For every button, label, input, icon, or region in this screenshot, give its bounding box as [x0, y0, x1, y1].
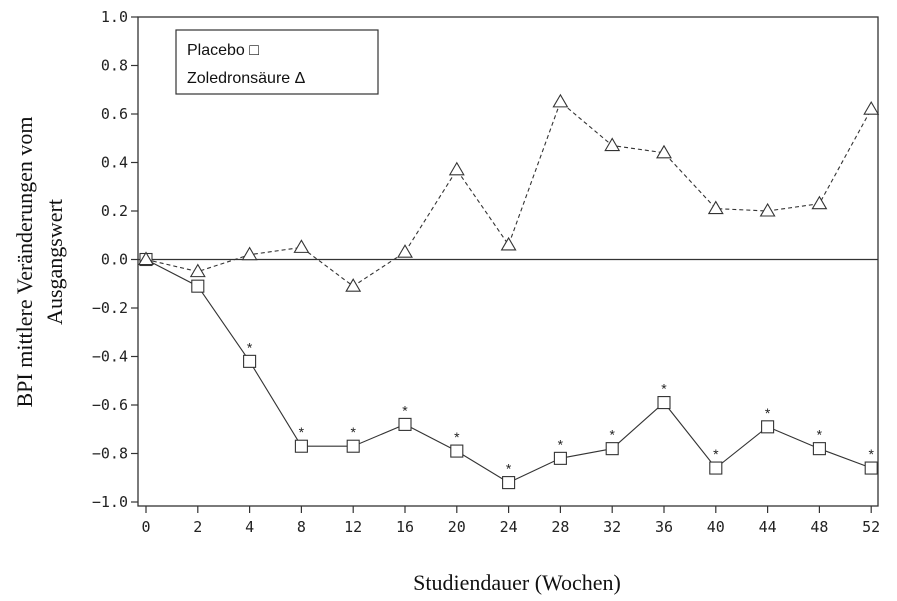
significance-star: *	[506, 461, 512, 477]
triangle-marker	[345, 278, 362, 292]
triangle-marker	[189, 263, 206, 278]
series-layer: * * * * * * * * * * * * *	[138, 93, 880, 490]
square-marker	[657, 396, 671, 410]
x-tick-label: 4	[245, 518, 254, 536]
square-marker	[191, 279, 205, 293]
y-tick-label: 0.0	[101, 251, 128, 269]
x-tick-label: 32	[603, 518, 621, 536]
x-tick-label: 40	[707, 518, 725, 536]
triangle-marker	[604, 137, 621, 152]
legend-entry-placebo: Placebo □	[187, 42, 259, 59]
square-marker	[398, 417, 412, 431]
x-tick-label: 24	[500, 518, 518, 536]
square-marker	[294, 439, 308, 453]
y-tick-label: −1.0	[92, 493, 128, 511]
x-tick-label: 2	[193, 518, 202, 536]
significance-star: *	[868, 446, 874, 462]
x-tick-label: 20	[448, 518, 466, 536]
y-tick-label: −0.6	[92, 396, 128, 414]
square-marker	[243, 354, 257, 368]
ticks: 1.0 0.8 0.6 0.4 0.2 0.0 −0.2 −0.4 −0.6 −0.8 −1.0 0 2…	[92, 8, 880, 536]
square-marker	[346, 439, 360, 453]
square-marker	[502, 476, 516, 490]
significance-star: *	[558, 436, 564, 452]
significance-star: *	[454, 429, 460, 445]
y-tick-label: 0.4	[101, 154, 128, 172]
y-tick-label: −0.4	[92, 348, 128, 366]
significance-star: *	[299, 424, 305, 440]
x-axis-title: Studiendauer (Wochen)	[413, 570, 621, 595]
triangle-marker	[811, 195, 828, 210]
square-marker	[553, 451, 567, 465]
significance-star: *	[713, 446, 719, 462]
y-tick-label: 0.6	[101, 105, 128, 123]
x-tick-label: 28	[551, 518, 569, 536]
triangle-marker	[397, 244, 413, 258]
significance-star: *	[765, 405, 771, 421]
significance-star: *	[609, 427, 615, 443]
triangle-marker	[241, 246, 258, 261]
x-tick-label: 48	[810, 518, 828, 536]
legend-entry-zoledronsaeure: Zoledronsäure Δ	[187, 70, 306, 87]
legend-box	[175, 29, 379, 95]
legend: Placebo □ Zoledronsäure Δ	[175, 29, 379, 95]
significance-star: *	[247, 339, 253, 355]
triangle-marker	[552, 93, 569, 108]
significance-star: *	[350, 424, 356, 440]
triangle-marker	[293, 239, 310, 253]
triangle-marker	[863, 101, 880, 115]
square-marker	[812, 442, 826, 456]
x-tick-label: 52	[862, 518, 880, 536]
x-tick-label: 0	[141, 518, 150, 536]
significance-star: *	[402, 402, 408, 418]
y-tick-label: −0.2	[92, 299, 128, 317]
y-tick-label: −0.8	[92, 445, 128, 463]
triangle-marker	[707, 200, 724, 215]
x-tick-label: 44	[759, 518, 777, 536]
significance-star: *	[817, 427, 823, 443]
series-line-placebo	[145, 259, 872, 484]
square-marker	[709, 461, 723, 475]
x-tick-label: 8	[297, 518, 306, 536]
triangle-marker	[656, 144, 672, 159]
square-marker	[450, 444, 464, 458]
x-tick-label: 36	[655, 518, 673, 536]
triangle-marker	[500, 236, 517, 251]
triangle-marker	[138, 251, 154, 266]
square-marker	[864, 461, 878, 475]
triangle-marker	[759, 202, 776, 217]
triangle-marker	[448, 161, 465, 176]
y-tick-label: 0.8	[101, 57, 128, 75]
y-axis-title-line1: BPI mittlere Veränderungen vom	[12, 116, 37, 407]
square-marker	[761, 420, 775, 434]
square-marker	[605, 442, 619, 456]
x-tick-label: 12	[344, 518, 362, 536]
x-tick-label: 16	[396, 518, 414, 536]
y-axis-title-line2: Ausgangswert	[42, 199, 67, 325]
y-tick-label: 1.0	[101, 8, 128, 26]
y-tick-label: 0.2	[101, 202, 128, 220]
significance-star: *	[661, 381, 667, 397]
